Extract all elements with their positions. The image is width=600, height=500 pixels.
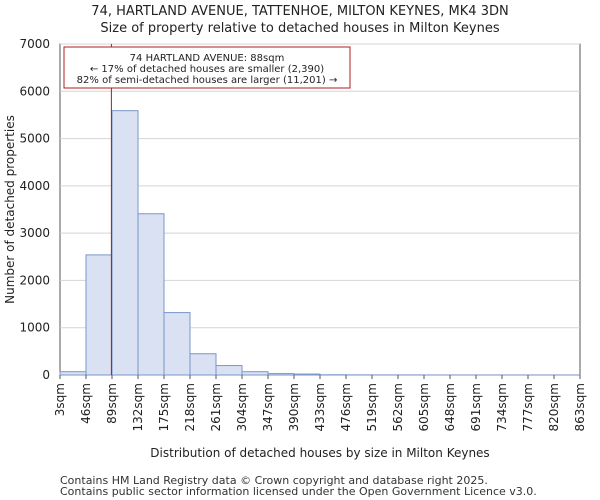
x-tick-label: 218sqm	[183, 383, 197, 431]
x-tick-label: 3sqm	[53, 383, 67, 416]
x-tick-label: 519sqm	[365, 383, 379, 431]
histogram-bar	[137, 213, 165, 376]
chart-area: 0 1000 2000 3000 4000 5000 6000 7000 3sqm 46sqm 8…	[3, 37, 587, 460]
annotation-title: 74 HARTLAND AVENUE: 88sqm	[130, 53, 285, 64]
x-tick-label: 734sqm	[495, 383, 509, 431]
annotation-larger: 82% of semi-detached houses are larger (…	[77, 75, 338, 86]
x-tick-label: 476sqm	[339, 383, 353, 431]
x-tick-label: 175sqm	[157, 383, 171, 431]
y-tick-label: 7000	[19, 37, 50, 51]
y-axis-ticks: 0 1000 2000 3000 4000 5000 6000 7000	[19, 37, 50, 382]
y-tick-label: 4000	[19, 179, 50, 193]
x-tick-label: 605sqm	[417, 383, 431, 431]
y-tick-label: 1000	[19, 321, 50, 335]
x-tick-label: 390sqm	[287, 383, 301, 431]
annotation-box: 74 HARTLAND AVENUE: 88sqm ← 17% of detac…	[63, 46, 351, 89]
x-tick-label: 132sqm	[131, 383, 145, 431]
histogram-bar	[59, 371, 87, 376]
y-tick-label: 3000	[19, 226, 50, 240]
y-tick-label: 6000	[19, 84, 50, 98]
histogram-bar	[293, 373, 321, 376]
histogram-bar	[163, 312, 191, 376]
histogram-bar	[85, 254, 113, 376]
x-tick-label: 46sqm	[79, 383, 93, 424]
bars	[59, 110, 581, 376]
x-tick-label: 562sqm	[391, 383, 405, 431]
x-tick-label: 433sqm	[313, 383, 327, 431]
x-tick-label: 691sqm	[469, 383, 483, 431]
x-tick-label: 863sqm	[573, 383, 587, 431]
chart-title: Size of property relative to detached ho…	[100, 21, 500, 36]
histogram-bar	[111, 110, 139, 376]
histogram-bar	[215, 365, 243, 376]
footer-licence: Contains public sector information licen…	[60, 485, 537, 498]
chart-title-address: 74, HARTLAND AVENUE, TATTENHOE, MILTON K…	[91, 4, 509, 19]
y-tick-label: 0	[42, 368, 50, 382]
y-tick-label: 2000	[19, 273, 50, 287]
x-tick-label: 820sqm	[547, 383, 561, 431]
x-axis-label: Distribution of detached houses by size …	[150, 446, 489, 460]
y-axis-label: Number of detached properties	[3, 115, 17, 304]
x-tick-label: 89sqm	[105, 383, 119, 424]
x-axis-ticks: 3sqm 46sqm 89sqm 132sqm 175sqm 218sqm 261sqm 30…	[53, 375, 587, 431]
x-tick-label: 304sqm	[235, 383, 249, 431]
histogram-bar	[267, 373, 295, 376]
x-tick-label: 261sqm	[209, 383, 223, 431]
x-tick-label: 648sqm	[443, 383, 457, 431]
annotation-smaller: ← 17% of detached houses are smaller (2,…	[90, 64, 324, 75]
y-tick-label: 5000	[19, 132, 50, 146]
histogram-bar	[241, 371, 269, 376]
x-tick-label: 347sqm	[261, 383, 275, 431]
footer-copyright: Contains HM Land Registry data © Crown c…	[60, 474, 488, 487]
x-tick-label: 777sqm	[521, 383, 535, 431]
histogram-bar	[189, 353, 217, 376]
